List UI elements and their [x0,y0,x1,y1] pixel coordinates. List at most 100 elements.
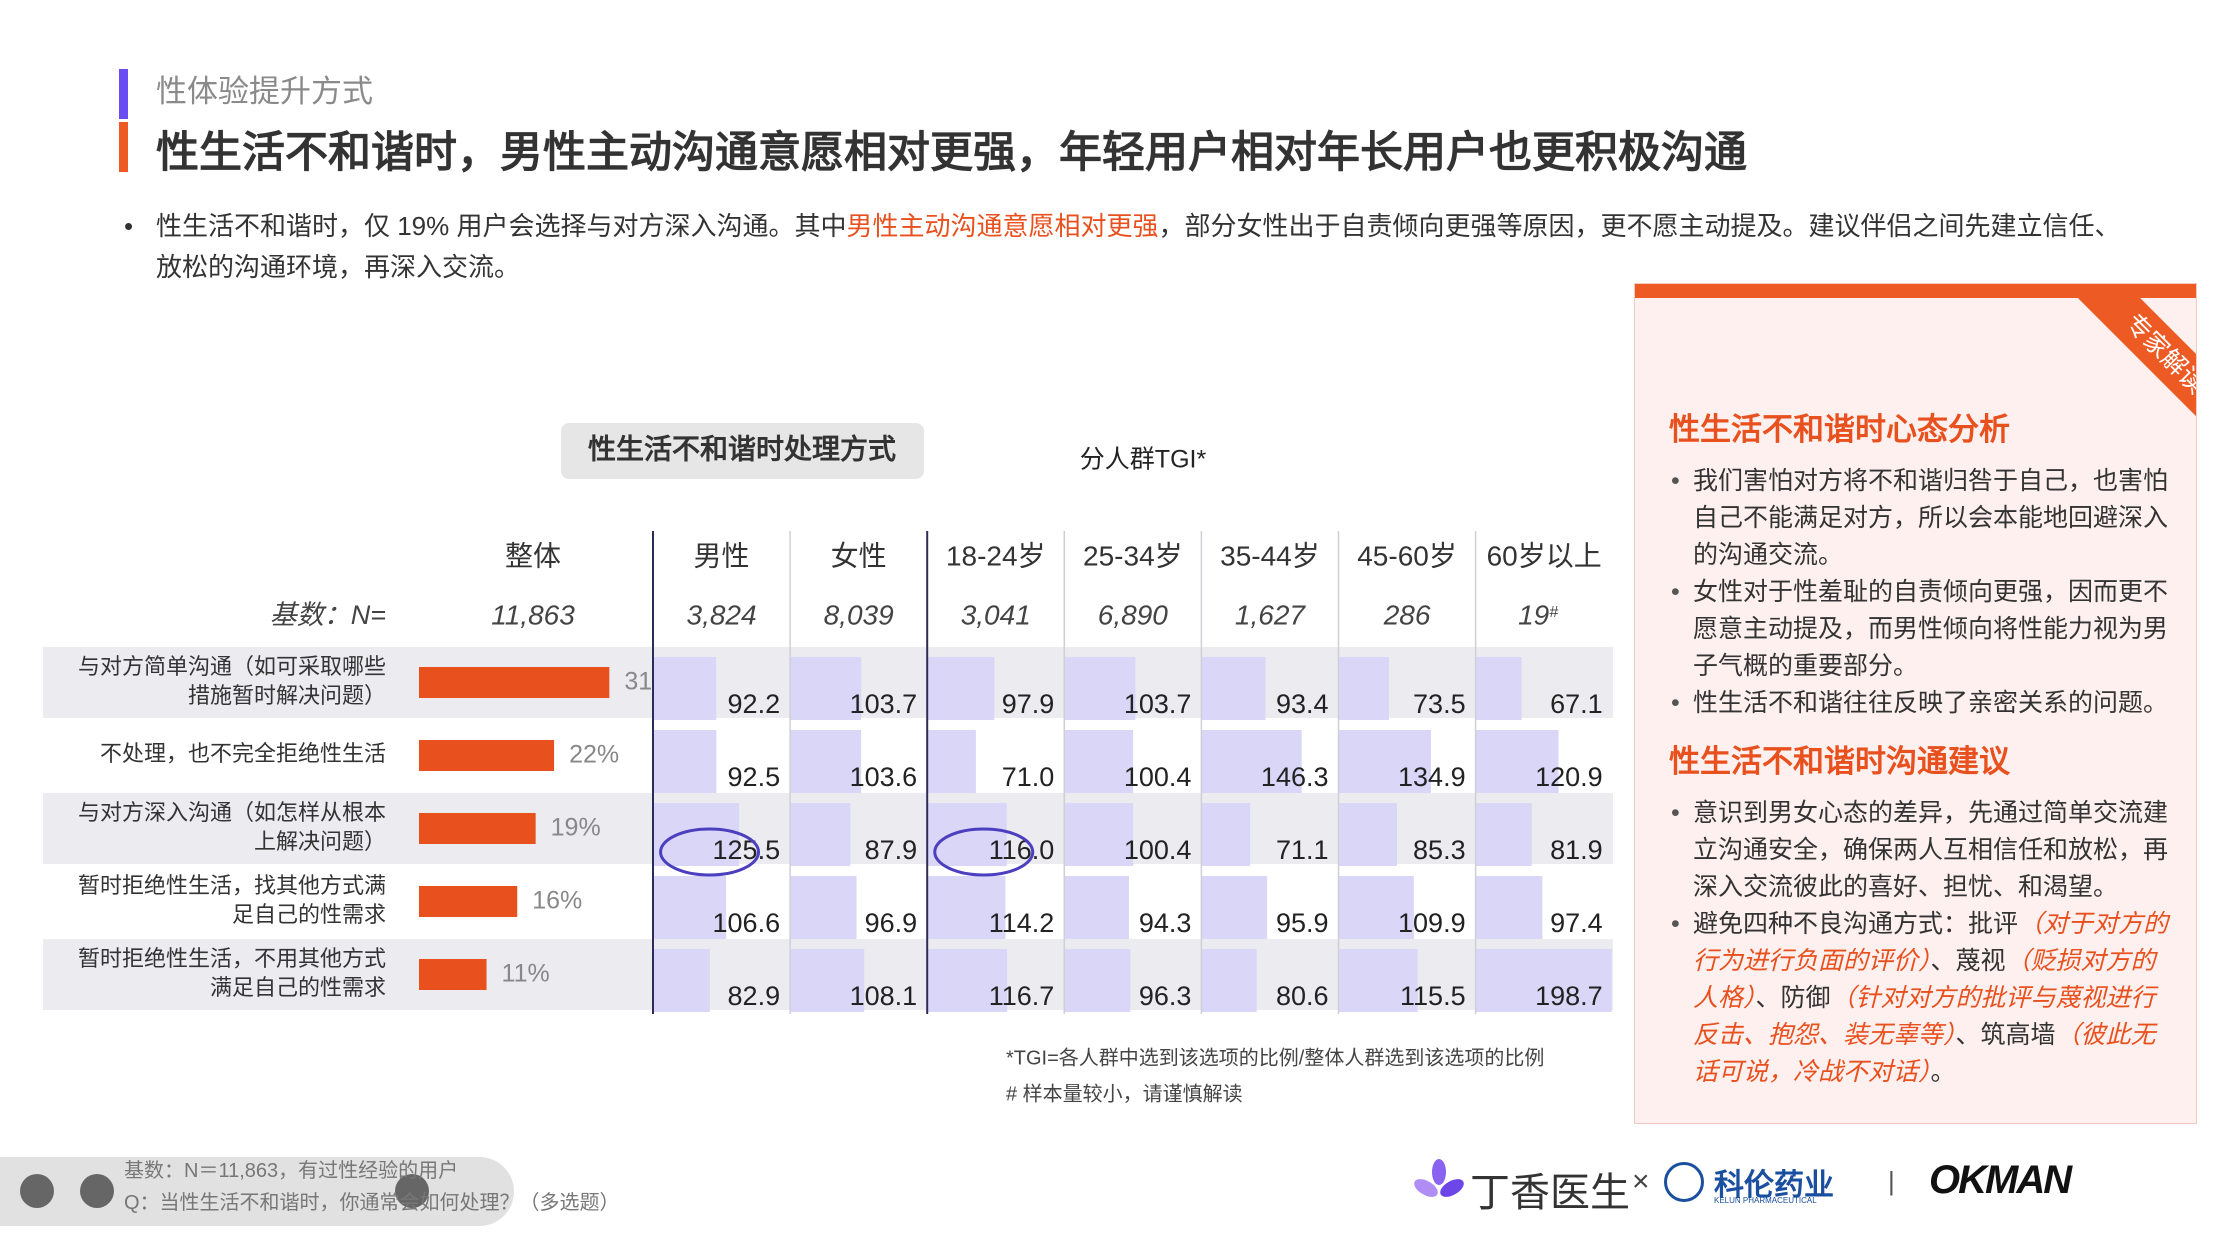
tgi-bar [790,876,857,939]
dxy-icon [1414,1159,1464,1197]
bullet-list: 我们害怕对方将不和谐归咎于自己，也害怕自己不能满足对方，所以会本能地回避深入的沟… [1669,463,2169,722]
tgi-value: 92.2 [728,689,781,719]
overall-label: 16% [532,887,582,915]
panel-heading: 性生活不和谐时心态分析 [1669,412,2010,447]
summary: 性生活不和谐时，仅 19% 用户会选择与对方深入沟通。其中男性主动沟通意愿相对更… [156,206,2136,288]
table-title: 性生活不和谐时处理方式 [588,432,896,464]
tgi-value: 125.5 [713,835,781,865]
tgi-value: 93.4 [1276,689,1329,719]
emphasis: （对于对方的行为进行负面的评价） [1693,910,2169,975]
row-label: 措施暂时解决问题） [188,683,386,708]
overall-bar [419,959,487,990]
overall-bar [419,886,518,917]
bullet-list: 意识到男女心态的差异，先通过简单交流建立沟通安全，确保两人互相信任和放松，再深入… [1669,795,2169,1091]
text: 意识到男女心态的差异，先通过简单交流建立沟通安全，确保两人互相信任和放松，再深入… [1693,799,2169,901]
base: 8,039 [824,599,894,630]
column-header: 60岁以上 [1487,540,1602,571]
tgi-value: 106.6 [713,908,781,938]
tgi-value: 95.9 [1276,908,1329,938]
prev-button[interactable] [20,1174,54,1208]
overall-bar [419,813,536,844]
column-header: 女性 [831,540,887,571]
text: 、蔑视 [1930,947,2006,975]
tgi-value: 109.9 [1398,908,1466,938]
tgi-bar [1338,657,1389,720]
tgi-bar [790,657,862,720]
panel-heading: 性生活不和谐时沟通建议 [1669,744,2010,779]
tgi-bar [1201,730,1302,793]
text: 、防御 [1755,984,1831,1012]
overall-label: 11% [502,960,550,988]
tgi-value: 71.1 [1276,835,1329,865]
tgi-value: 103.7 [850,689,918,719]
emphasis: （彼此无话可说，冷战不对话） [1693,1021,2156,1086]
dxy-logo: 丁香医生 [1470,1171,1630,1215]
bullet: 女性对于性羞耻的自责倾向更强，因而更不愿意主动提及，而男性倾向将性能力视为男子气… [1669,574,2169,685]
tgi-value: 92.5 [728,762,781,792]
column-header: 整体 [505,540,561,571]
tgi-bar [1338,803,1397,866]
tgi-value: 120.9 [1535,762,1603,792]
tgi-bar [1338,730,1431,793]
toolbar[interactable] [0,1157,514,1226]
tgi-value: 85.3 [1413,835,1466,865]
text: 女性对于性羞耻的自责倾向更强，因而更不愿意主动提及，而男性倾向将性能力视为男子气… [1693,578,2169,680]
tgi-bar [790,730,862,793]
bullet: 避免四种不良沟通方式：批评（对于对方的行为进行负面的评价）、蔑视（贬损对方的人格… [1669,906,2169,1091]
section: 性体验提升方式 [156,74,373,109]
tgi-bar [653,949,710,1012]
tgi-value: 67.1 [1550,689,1603,719]
text: 性生活不和谐往往反映了亲密关系的问题。 [1693,689,2169,717]
tgi-bar [927,657,995,720]
overall-label: 22% [569,741,619,769]
highlight-circle [933,827,1035,877]
tgi-bar [1064,657,1136,720]
tgi-bar [1475,949,1612,1012]
tgi-value: 116.7 [989,981,1055,1011]
tgi-bar [1338,949,1418,1012]
kelun-icon [1664,1162,1704,1202]
text: 、筑高墙 [1955,1021,2056,1049]
base: 3,824 [687,599,757,630]
menu-button[interactable] [395,1174,429,1208]
overall-bar [419,667,610,698]
tgi-bar [1064,949,1131,1012]
tgi-bar [653,803,740,866]
tgi-bar [1338,876,1414,939]
text: ，部分女性出于自责倾向更强等原因，更不愿主动提及。建议伴侣之间先建立信任、放松的… [156,211,2121,282]
footer-base: 基数：N＝11,863，有过性经验的用户 [124,1160,459,1182]
tgi-bar [927,949,1008,1012]
emphasis: 男性主动沟通意愿相对更强 [846,211,1159,241]
column-header: 45-60岁 [1357,540,1457,571]
tgi-bar [1064,803,1134,866]
column-header: 18-24岁 [946,540,1046,571]
title: 性生活不和谐时，男性主动沟通意愿相对更强，年轻用户相对年长用户也更积极沟通 [156,129,1747,177]
row-label: 与对方深入沟通（如怎样从根本 [78,800,386,825]
tgi-value: 80.6 [1276,981,1329,1011]
logo-sep: | [1888,1166,1895,1196]
text: 性生活不和谐时，仅 19% 用户会选择与对方深入沟通。其中 [156,211,847,241]
base: 3,041 [961,599,1031,630]
bullet: 性生活不和谐往往反映了亲密关系的问题。 [1669,685,2169,722]
row-label: 与对方简单沟通（如可采取哪些 [78,654,386,679]
footnote: # 样本量较小，请谨慎解读 [1006,1082,1243,1105]
row-label: 上解决问题） [254,829,386,854]
tgi-bar [927,730,976,793]
tgi-bar [1201,949,1257,1012]
tgi-value: 97.4 [1550,908,1603,938]
column-header: 35-44岁 [1220,540,1320,571]
tgi-value: 146.3 [1261,762,1329,792]
emphasis: （针对对方的批评与蔑视进行反击、抱怨、装无辜等） [1693,984,2156,1049]
base-label: 基数：N= [270,600,386,630]
tgi-value: 100.4 [1124,762,1192,792]
column-header: 25-34岁 [1083,540,1183,571]
next-button[interactable] [80,1174,114,1208]
table-title-box [561,423,924,479]
tgi-bar [1064,730,1134,793]
tgi-bar [1201,657,1266,720]
tgi-value: 115.5 [1400,981,1466,1011]
overall-label: 19% [551,814,601,842]
text: 避免四种不良沟通方式：批评 [1693,910,2019,938]
accent-purple [119,69,128,119]
tgi-value: 103.6 [850,762,918,792]
